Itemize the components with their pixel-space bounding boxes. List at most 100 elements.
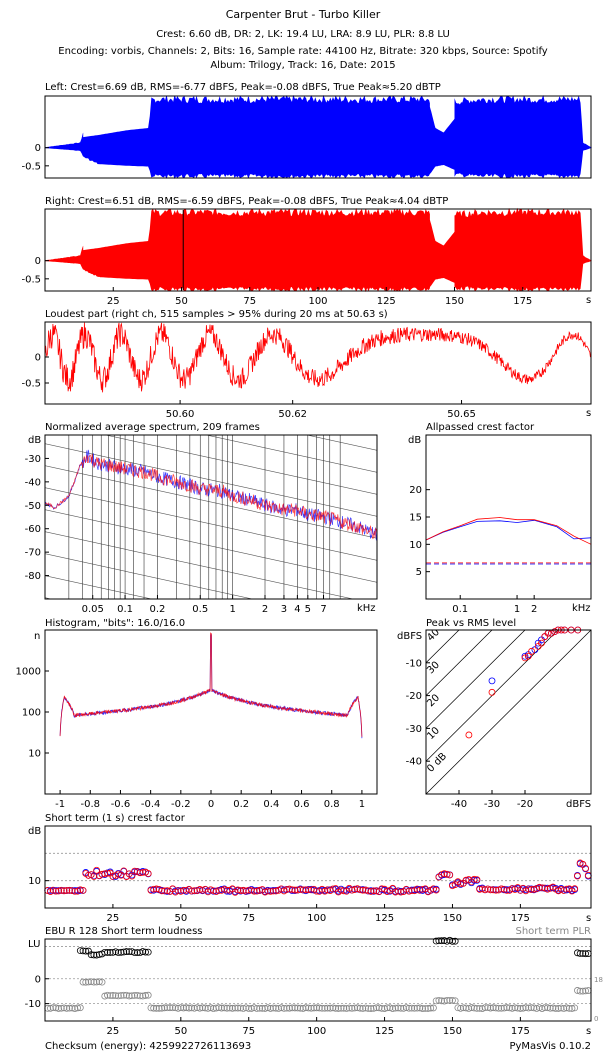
right-quiet-top-0: [83, 209, 152, 251]
right-quiet-bottom-1: [429, 278, 455, 290]
ebu-point-plr-53: [185, 1004, 193, 1012]
ebu-point-plr-153: [457, 1004, 465, 1012]
ebu-point-plr-8: [63, 1004, 71, 1012]
spectrum-xtick-6-label: 3: [281, 604, 287, 615]
crest-short-point-r-51: [180, 886, 187, 894]
spectrum-ytick-0-label: -30: [25, 454, 41, 465]
ebu-point-plr-91: [288, 1004, 296, 1012]
ebu-point-plr-2: [47, 1004, 54, 1012]
ebu-point-plr-56: [193, 1004, 201, 1012]
ebu-point-plr-99: [310, 1004, 318, 1012]
ebu-point-plr-122: [373, 1004, 380, 1012]
spectrum-slope-line: [45, 443, 377, 517]
crest-short-point-r-96: [302, 886, 310, 894]
spectrum-xtick-0-label: 0.05: [82, 604, 104, 615]
allpassed-crest-title: Allpassed crest factor: [426, 422, 535, 433]
ebu-point-loud-144: [432, 937, 440, 945]
crest-short-point-r-16: [85, 871, 92, 879]
ebu-point-plr-40: [150, 1004, 158, 1012]
ebu-point-plr-46: [166, 1004, 174, 1012]
spectrum-ytick-4-label: -70: [25, 548, 41, 559]
crest-ytick-1-label: 15: [409, 513, 422, 524]
left-quiet-bottom-0: [83, 163, 152, 178]
ebu-point-plr-118: [362, 1004, 369, 1012]
spectrum-xtick-9-label: 7: [320, 604, 326, 615]
ebu-xtick-4-label: 125: [375, 1026, 394, 1037]
ebu-point-plr-41: [152, 1004, 160, 1012]
ebu-ytick-0-label: 0: [35, 974, 41, 985]
ebu-point-loud-17: [87, 951, 95, 959]
ebu-point-plr-107: [332, 1004, 340, 1012]
pvr-diagonal-label-3: 10: [425, 725, 442, 742]
ebu-ytick-1-label: -10: [25, 999, 41, 1010]
crest-short-point-r-84: [269, 887, 277, 895]
ebu-point-plr-120: [367, 1005, 375, 1012]
ebu-point-plr-142: [427, 1004, 435, 1012]
crest-xtick-2-label: 2: [531, 604, 537, 615]
ebu-point-plr-76: [248, 1005, 255, 1012]
crest-short-point-r-54: [188, 887, 196, 895]
ebu-point-plr-161: [478, 1005, 486, 1012]
crest-short-point-r-120: [367, 888, 375, 895]
crest-short-xtick-4-label: 125: [375, 913, 394, 924]
pvr-point-0-1: [521, 652, 529, 660]
ebu-point-plr-47: [169, 1004, 177, 1012]
pvr-diagonals: 40 30 20 10 0 dB: [425, 630, 591, 794]
ebu-point-plr-117: [359, 1005, 367, 1012]
histogram-xtick-0-label: -1: [55, 799, 65, 810]
spectrum-xtick-7-label: 4: [294, 604, 300, 615]
ebu-point-plr-194: [568, 1005, 576, 1012]
ebu-point-plr-129: [392, 1004, 399, 1012]
ebu-point-plr-157: [468, 1004, 475, 1011]
histogram-xtick-3-label: -0.4: [141, 799, 161, 810]
ebu-xtick-1-label: 50: [174, 1026, 187, 1037]
crest-short-point-r-19: [93, 866, 101, 874]
crest-short-point-r-49: [174, 887, 182, 895]
ebu-point-plr-57: [196, 1004, 204, 1012]
loudest-xtick-0-label: 50.60: [166, 409, 195, 420]
crest-short-point-r-89: [283, 886, 291, 893]
ebu-point-plr-197: [576, 987, 584, 995]
ebu-point-loud-38: [144, 948, 152, 956]
crest-short-frame: [44, 825, 592, 909]
crest-short-point-r-14: [79, 886, 87, 894]
crest-short-point-r-163: [484, 885, 492, 893]
ebu-point-plr-75: [245, 1005, 253, 1012]
ebu-point-plr-25: [109, 992, 117, 999]
ebu-point-plr-146: [438, 997, 445, 1005]
ebu-point-plr-111: [343, 1005, 350, 1012]
ebu-point-plr-68: [226, 1004, 234, 1012]
ebu-point-plr-39: [147, 1004, 155, 1012]
ebu-point-plr-152: [454, 1004, 462, 1012]
spectrum-xunit: kHz: [357, 603, 376, 614]
ebu-right-tick-0: 18: [594, 976, 603, 984]
ebu-point-plr-167: [495, 1004, 503, 1012]
ebu-point-loud-27: [114, 949, 122, 957]
ebu-point-plr-188: [552, 1005, 560, 1012]
ebu-point-plr-10: [68, 1004, 76, 1012]
histogram-frame: [44, 629, 378, 795]
ebu-point-plr-196: [574, 987, 581, 994]
crest-short-point-r-149: [446, 871, 454, 879]
spectrum-slope-line: [45, 509, 377, 583]
spectrum-xtick-2-label: 0.2: [150, 604, 166, 615]
ebu-point-plr-32: [128, 992, 136, 1000]
ebu-point-plr-147: [440, 997, 448, 1005]
ebu-point-plr-184: [541, 1004, 549, 1012]
crest-short-point-r-77: [250, 887, 258, 895]
ebu-point-plr-101: [315, 1004, 323, 1012]
ebu-point-loud-151: [451, 937, 459, 945]
ebu-point-plr-54: [188, 1004, 196, 1012]
crest-short-point-r-25: [109, 873, 117, 880]
ebu-point-plr-100: [313, 1004, 321, 1012]
ebu-point-plr-195: [571, 1004, 579, 1012]
ebu-point-plr-148: [443, 996, 451, 1004]
spectrum-xtick-4-label: 1: [229, 604, 235, 615]
ebu-point-plr-141: [424, 1005, 432, 1012]
ebu-point-plr-43: [158, 1004, 166, 1012]
pvr-xtick-2-label: -20: [517, 799, 533, 810]
crest-short-point-r-178: [525, 885, 532, 893]
ebu-point-plr-73: [239, 1005, 247, 1012]
spectrum-xtick-1-label: 0.1: [117, 604, 133, 615]
spectrum-slope-line: [205, 435, 377, 473]
